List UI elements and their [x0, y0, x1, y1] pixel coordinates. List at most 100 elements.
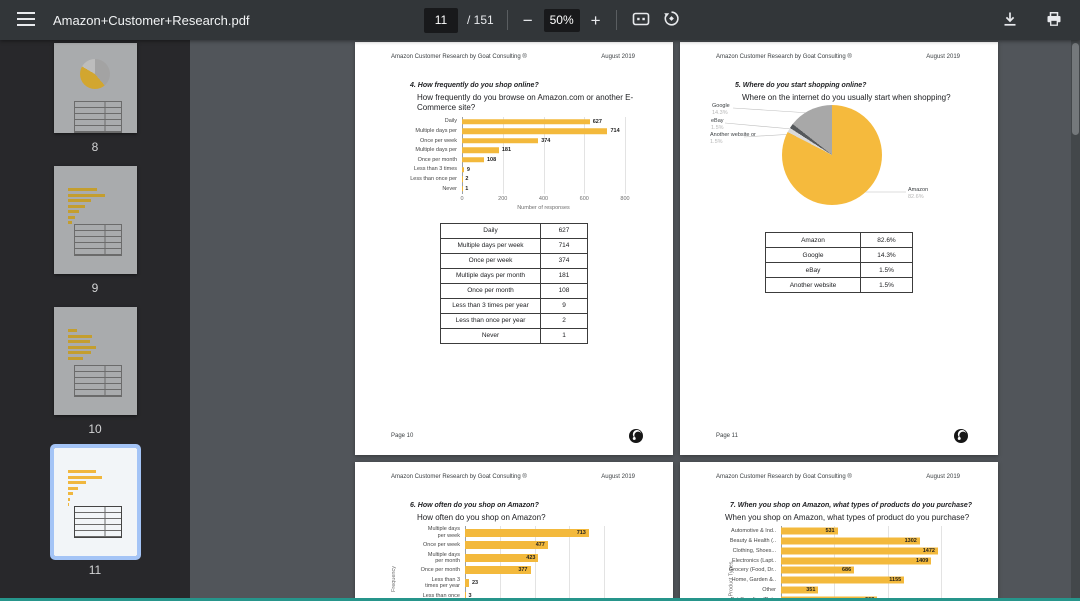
pdf-page-12: Amazon Customer Research by Goat Consult…: [355, 462, 673, 601]
pie-label-value: 82.6%: [908, 193, 924, 200]
thumbnail-page-8[interactable]: [53, 43, 137, 133]
bar-track: 686: [781, 566, 941, 576]
bar-row: Less than once per 2: [355, 174, 673, 184]
pdf-page-10: Amazon Customer Research by Goat Consult…: [355, 42, 673, 455]
chart-gridlines: [462, 116, 626, 194]
bar-value-label: 627: [592, 118, 602, 125]
goat-consulting-logo: [954, 429, 968, 443]
bar-value-label: 1155: [889, 577, 902, 584]
thumbnail-page-11[interactable]: [49, 444, 141, 560]
chart-rows: Automotive & Ind.. 531 Beauty & Health (..…: [680, 526, 998, 601]
bar-track: 713: [465, 526, 604, 539]
zoom-level[interactable]: 50%: [543, 8, 580, 32]
table-cell: 14.3%: [860, 247, 913, 264]
bar-category-label: Less than once per: [410, 175, 457, 182]
pie-label-name: Amazon: [908, 187, 929, 194]
bar-value-label: 9: [466, 166, 470, 173]
bar-row: Less than 3 times per year 23: [355, 577, 673, 590]
mini-table: [73, 224, 122, 256]
bar-segment: [781, 547, 938, 555]
bar-track: 1302: [781, 536, 941, 546]
thumbnail-list: 8 9 10 11: [0, 40, 190, 577]
bar-category-label: Multiple days per week: [427, 526, 460, 539]
bar-category-label: Once per week: [420, 137, 457, 144]
table-row: Daily 627: [440, 222, 588, 239]
page-header: Amazon Customer Research by Goat Consult…: [355, 462, 673, 480]
toolbar: Amazon+Customer+Research.pdf / 151 − 50%…: [0, 0, 1080, 40]
page-header: Amazon Customer Research by Goat Consult…: [355, 42, 673, 60]
bar-category-label: Automotive & Ind..: [731, 528, 776, 535]
pie-label-ebay: eBay 1.5%: [711, 118, 724, 131]
table-cell: Less than 3 times per year: [440, 297, 541, 314]
bar-segment: [462, 166, 464, 173]
question-title: 5. Where do you start shopping online?: [735, 82, 867, 89]
page-header-right: August 2019: [926, 54, 960, 60]
table-row: Once per week 374: [440, 252, 588, 269]
pie-label-value: 1.5%: [710, 138, 723, 145]
question-subtitle: How frequently do you browse on Amazon.c…: [417, 93, 634, 113]
bar-category-label: Electronics (Lapt..: [731, 557, 776, 564]
chart-plot: Multiple days per week 713 Once per week 477…: [355, 526, 673, 601]
menu-button[interactable]: [15, 10, 37, 31]
page-footer: Page 11: [716, 429, 968, 443]
bar-chart-amazon-shop-frequency: Frequency Multiple days per week 713 Once p…: [355, 526, 673, 601]
table-cell: Another website: [765, 277, 861, 294]
table-cell: Once per week: [440, 252, 541, 269]
bar-row: Automotive & Ind.. 531: [680, 526, 998, 536]
thumbnail-page-9[interactable]: [53, 166, 137, 274]
bar-row: Other 351: [680, 585, 998, 595]
rotate-icon: [663, 10, 680, 30]
page-footer-label: Page 10: [391, 433, 414, 439]
pie-label-amazon: Amazon 82.6%: [908, 187, 928, 200]
bar-segment: [462, 157, 484, 163]
page-number-input[interactable]: [424, 7, 458, 33]
thumbnail-page-number: 11: [88, 563, 102, 577]
vertical-scrollbar[interactable]: [1071, 40, 1080, 601]
fit-page-button[interactable]: [630, 8, 652, 33]
bar-category-label: Beauty & Health (..: [729, 537, 776, 544]
bar-value-label: 351: [806, 587, 816, 594]
table-cell: 108: [540, 282, 588, 299]
pie-label-another-website: Another website or 1.5%: [710, 132, 756, 145]
table-row: Multiple days per week 714: [440, 237, 588, 254]
bar-value-label: 2: [465, 176, 469, 183]
scrollbar-thumb[interactable]: [1072, 43, 1079, 135]
page-header-left: Amazon Customer Research by Goat Consult…: [716, 474, 852, 480]
rotate-button[interactable]: [661, 8, 682, 32]
bar-category-label: Other: [762, 586, 776, 593]
bar-category-label: Less than once: [422, 592, 460, 599]
page-header-left: Amazon Customer Research by Goat Consult…: [391, 474, 527, 480]
table-row: Google 14.3%: [765, 247, 913, 264]
bar-value-label: 1: [465, 185, 469, 192]
table-cell: Never: [440, 327, 541, 344]
pdf-page-13: Amazon Customer Research by Goat Consult…: [680, 462, 998, 601]
pie-label-name: Another website or: [710, 132, 756, 139]
zoom-out-button[interactable]: −: [522, 10, 533, 30]
bar-category-label: Clothing, Shoes...: [732, 547, 776, 554]
bar-track: 2: [462, 174, 625, 184]
thumbnail-sidebar: 8 9 10 11: [0, 40, 190, 601]
start-shopping-data-table: Amazon 82.6% Google 14.3% eBay 1.5% Another we…: [765, 232, 913, 294]
table-cell: 2: [540, 312, 588, 329]
thumbnail-page-10[interactable]: [53, 307, 137, 415]
bar-track: 3: [465, 589, 604, 601]
table-row: Amazon 82.6%: [765, 232, 913, 249]
bar-segment: [465, 553, 539, 562]
toolbar-divider: [615, 10, 617, 30]
bar-track: 1: [462, 184, 625, 194]
table-cell: 181: [540, 267, 588, 284]
zoom-in-button[interactable]: +: [590, 10, 601, 30]
bar-row: Multiple days per 181: [355, 146, 673, 156]
toolbar-divider: [506, 10, 508, 30]
print-button[interactable]: [1044, 9, 1064, 32]
bar-value-label: 1302: [904, 538, 917, 545]
download-button[interactable]: [1000, 9, 1020, 32]
table-cell: Once per month: [440, 282, 541, 299]
table-cell: 1.5%: [860, 277, 913, 294]
bar-segment: [781, 576, 905, 584]
bar-segment: [781, 537, 920, 545]
bar-row: Once per week 374: [355, 136, 673, 146]
table-cell: 1.5%: [860, 262, 913, 279]
bar-category-label: Daily: [444, 118, 457, 125]
bar-row: Once per month 377: [355, 564, 673, 577]
